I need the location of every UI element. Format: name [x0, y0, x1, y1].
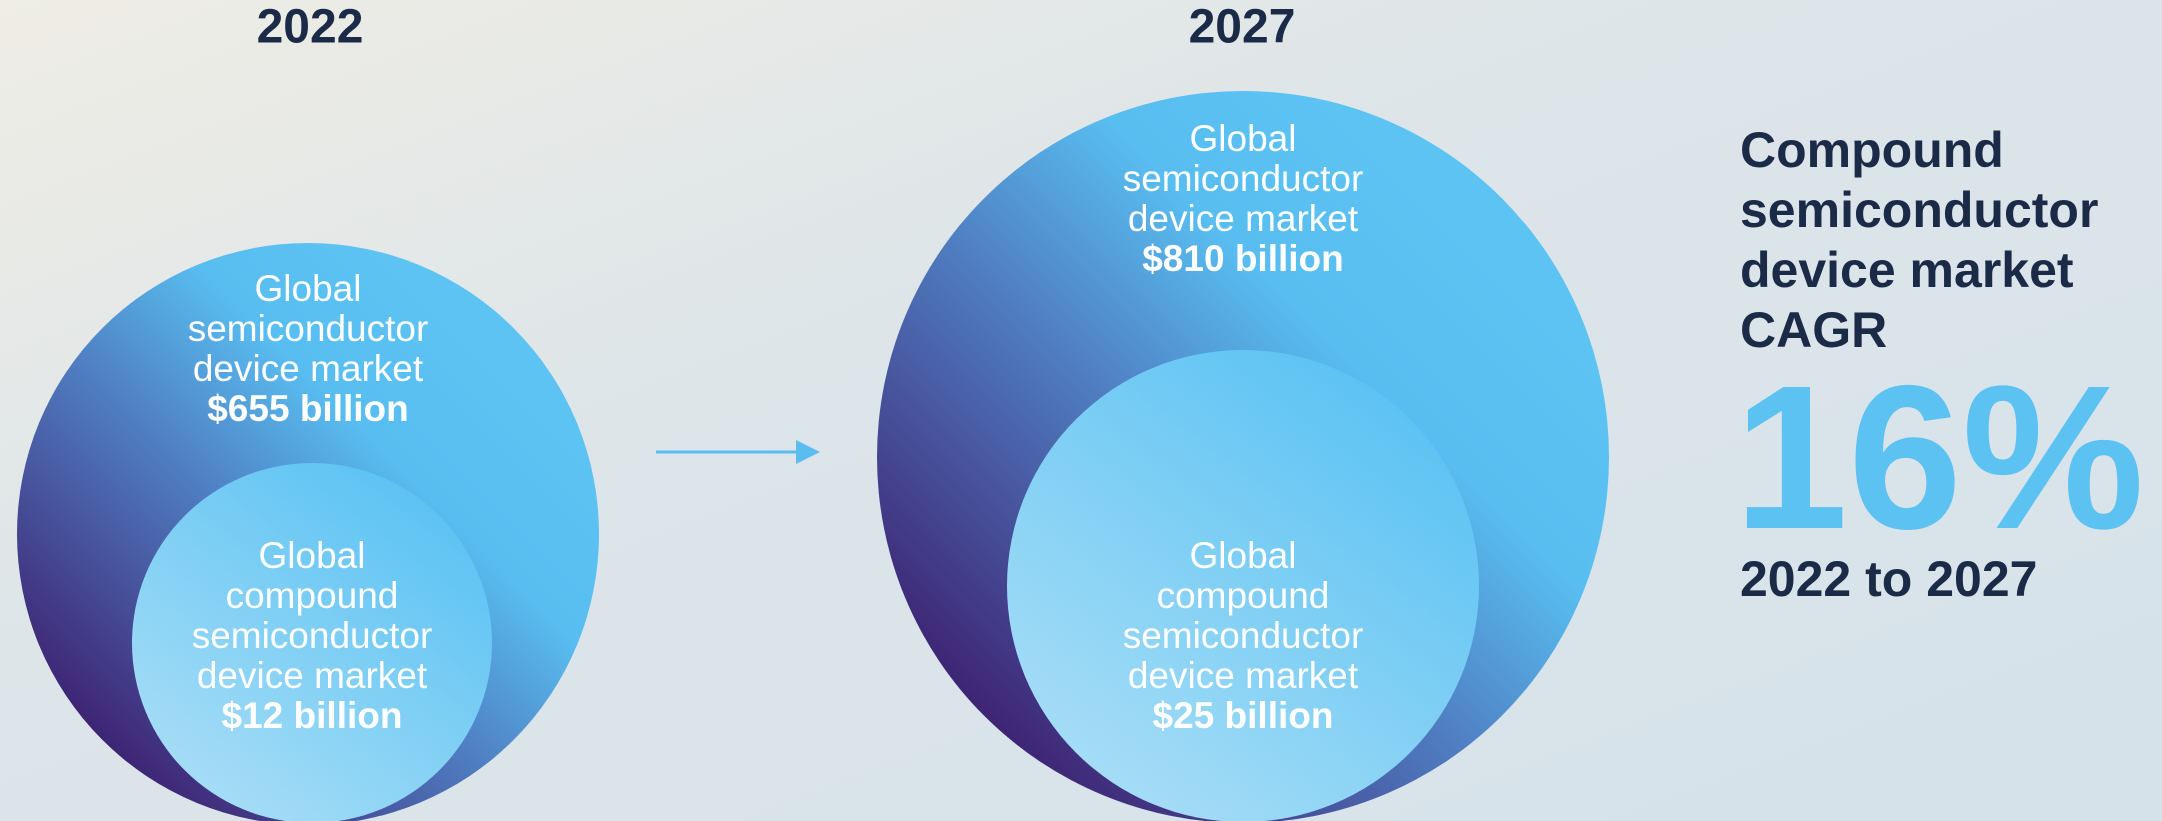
outer-label-line: semiconductor: [188, 308, 429, 349]
inner-circle: [1007, 350, 1479, 821]
inner-label-line: device market: [1128, 655, 1359, 696]
inner-label-line: semiconductor: [192, 615, 433, 656]
inner-label-line: Global: [259, 535, 366, 576]
year-label: 2022: [257, 1, 364, 54]
outer-value: $655 billion: [207, 388, 409, 429]
cagr-title-line: Compound: [1740, 122, 2004, 178]
inner-value: $25 billion: [1153, 695, 1334, 736]
outer-label-line: device market: [193, 348, 424, 389]
inner-label-line: Global: [1190, 535, 1297, 576]
inner-label-line: compound: [1157, 575, 1330, 616]
arrow: [656, 440, 820, 464]
inner-label-line: compound: [226, 575, 399, 616]
cagr-title-line: device market: [1740, 242, 2074, 298]
cagr-title-line: semiconductor: [1740, 182, 2098, 238]
cagr-value: 16%: [1734, 343, 2144, 572]
cagr-period: 2022 to 2027: [1740, 551, 2037, 607]
outer-label-line: Global: [255, 268, 362, 309]
outer-value: $810 billion: [1142, 238, 1344, 279]
inner-label-line: semiconductor: [1123, 615, 1364, 656]
outer-label-line: Global: [1190, 118, 1297, 159]
inner-label-line: device market: [197, 655, 428, 696]
year-label: 2027: [1189, 1, 1296, 54]
outer-label-line: device market: [1128, 198, 1359, 239]
inner-value: $12 billion: [222, 695, 403, 736]
outer-label-line: semiconductor: [1123, 158, 1364, 199]
cagr-title-line: CAGR: [1740, 302, 1887, 358]
inner-circle: [132, 463, 492, 821]
